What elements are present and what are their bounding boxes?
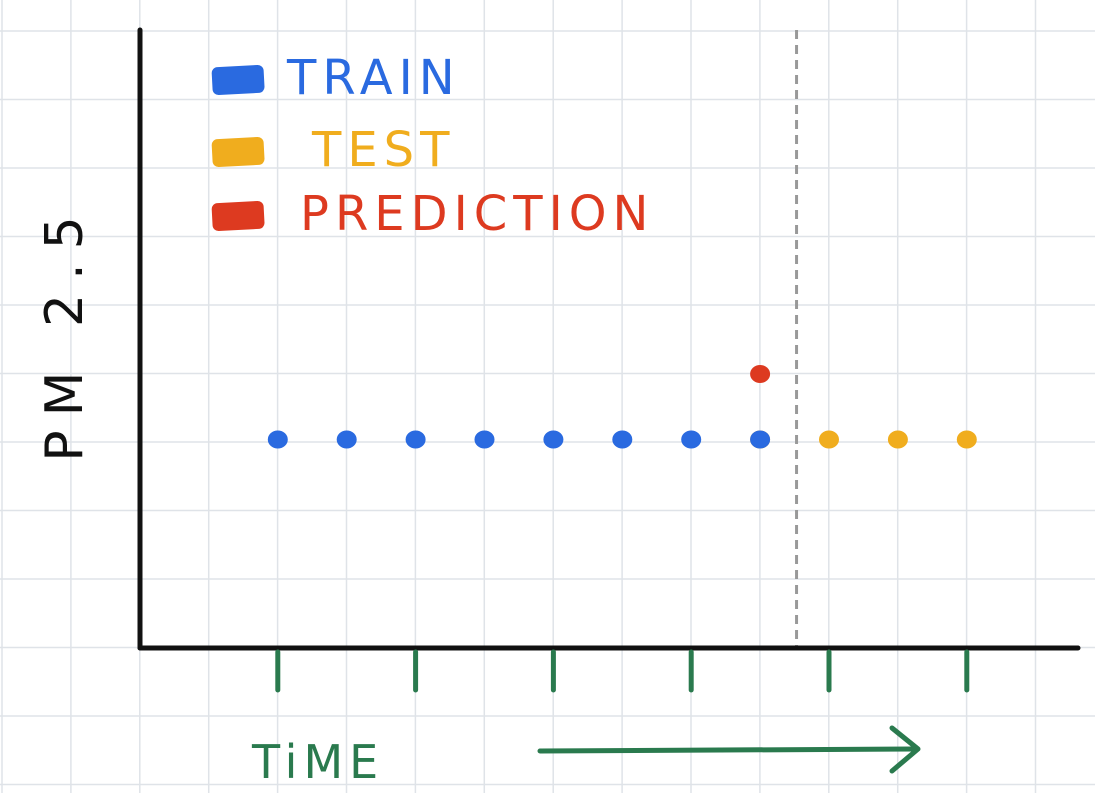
prediction-point [750, 365, 771, 383]
train-point [543, 430, 564, 449]
train-point [267, 430, 288, 449]
legend-label-train: TRAIN [286, 50, 461, 106]
x-axis-label: TiME [251, 735, 384, 789]
x-axis-ticks [275, 649, 970, 693]
data-points [267, 365, 977, 449]
time-arrow [537, 725, 921, 774]
legend-swatch-test [211, 136, 265, 168]
legend-swatch-train [211, 64, 265, 96]
test-point [956, 430, 977, 449]
legend-label-test: TEST [311, 122, 455, 178]
legend-label-prediction: PREDICTION [300, 186, 654, 242]
train-point [405, 430, 426, 449]
test-point [819, 430, 839, 449]
test-point [887, 430, 908, 449]
legend: TRAIN TEST PREDICTION [211, 50, 654, 242]
legend-swatch-prediction [211, 200, 265, 232]
train-point [681, 430, 702, 449]
train-point [474, 430, 495, 449]
train-point [336, 430, 357, 449]
train-point [612, 430, 633, 449]
time-arrow-head [889, 725, 921, 774]
y-axis-label: PM 2.5 [35, 202, 95, 461]
train-point [750, 430, 771, 449]
time-arrow-shaft [537, 746, 918, 754]
